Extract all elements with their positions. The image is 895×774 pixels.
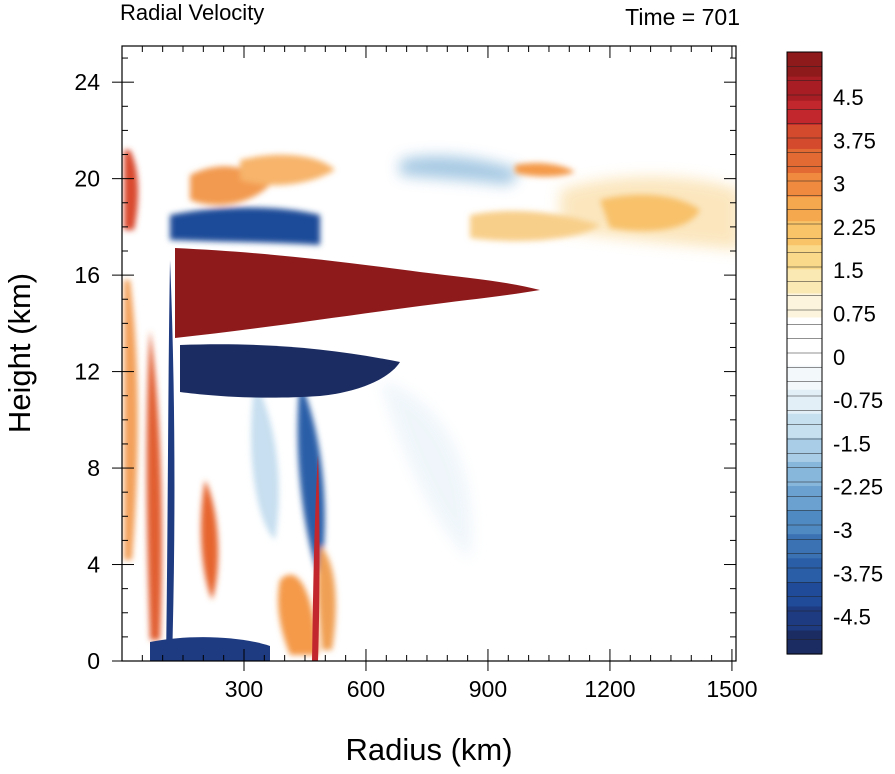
x-axis-label: Radius (km)	[345, 732, 512, 767]
plot-frame	[121, 45, 737, 662]
colorbar-tick-label: 3	[833, 172, 845, 197]
y-tick-label: 4	[87, 552, 100, 578]
upper-level-outflow	[175, 248, 540, 338]
colorbar-tick-label: 0	[833, 345, 845, 370]
weak-inflow-area	[380, 380, 472, 560]
colorbar-swatch	[787, 172, 822, 198]
y-tick-label: 20	[74, 166, 100, 192]
colorbar-swatch	[787, 629, 822, 655]
colorbar-swatch	[787, 581, 822, 607]
colorbar-tick-label: -1.5	[833, 431, 871, 456]
colorbar-tick-label: 3.75	[833, 128, 876, 153]
outer-outflow-line	[312, 455, 320, 661]
colorbar-swatch	[787, 605, 822, 631]
upper-inflow-patch	[400, 155, 520, 185]
colorbar-frame	[786, 51, 823, 655]
x-tick-label: 900	[469, 676, 507, 702]
colorbar-swatch	[787, 485, 822, 511]
upper-outflow-patch-3	[515, 162, 575, 177]
colorbar-swatch	[787, 316, 822, 342]
colorbar-tick-label: 2.25	[833, 215, 876, 240]
colorbar-swatch	[787, 340, 822, 366]
colorbar-swatch	[787, 461, 822, 487]
colorbar-tick-label: -3.75	[833, 561, 883, 586]
y-tick-label: 12	[74, 359, 100, 385]
colorbar: 4.5 3.75 3 2.25 1.5 0.75 0 -0.75 -1.5 -2.25 -3 -3.7…	[786, 51, 883, 655]
colorbar-swatch	[787, 292, 822, 318]
colorbar-swatch	[787, 100, 822, 125]
colorbar-swatch	[787, 244, 822, 270]
colorbar-swatch	[787, 365, 822, 390]
upper-outflow-patch-5	[240, 154, 335, 186]
x-tick-label: 1500	[706, 676, 757, 702]
inflow-below-outflow	[180, 344, 400, 398]
colorbar-tick-label: 4.5	[833, 85, 864, 110]
velocity-field	[122, 46, 736, 661]
colorbar-tick-label: -4.5	[833, 605, 871, 630]
left-edge-outflow-mid	[124, 280, 138, 560]
colorbar-swatch	[787, 509, 822, 535]
midlevel-outflow-blob	[200, 480, 219, 600]
left-edge-outflow-top	[124, 150, 139, 230]
colorbar-swatch	[787, 196, 822, 222]
y-axis-label: Height (km)	[2, 273, 37, 433]
low-level-outflow-strip	[317, 545, 336, 650]
colorbar-swatch	[787, 124, 822, 149]
x-tick-label: 300	[225, 676, 263, 702]
colorbar-swatch	[787, 76, 822, 101]
colorbar-tick-label: 0.75	[833, 302, 876, 327]
low-level-outflow-band	[278, 574, 318, 655]
colorbar-swatch	[787, 268, 822, 294]
y-tick-label: 16	[74, 262, 100, 288]
colorbar-swatch	[787, 148, 822, 173]
upper-outflow-patch-1	[600, 194, 700, 231]
colorbar-swatch	[787, 533, 822, 559]
upper-inflow-band	[170, 207, 320, 245]
colorbar-swatch	[787, 220, 822, 246]
colorbar-swatch	[787, 557, 822, 583]
midlevel-inflow-light	[251, 380, 279, 540]
x-tick-label: 1200	[584, 676, 635, 702]
colorbar-tick-label: -0.75	[833, 388, 883, 413]
time-label: Time = 701	[625, 4, 740, 30]
chart-title: Radial Velocity	[120, 0, 264, 25]
boundary-layer-inflow	[150, 637, 270, 661]
colorbar-tick-label: -3	[833, 518, 853, 543]
y-axis: 0 4 8 12 16 20 24	[74, 57, 736, 674]
y-tick-label: 8	[87, 455, 100, 481]
x-tick-label: 600	[347, 676, 385, 702]
y-tick-label: 0	[87, 648, 100, 674]
colorbar-swatch	[787, 437, 822, 462]
eyewall-inflow-line	[166, 260, 175, 661]
colorbar-tick-label: -2.25	[833, 475, 883, 500]
colorbar-swatch	[787, 389, 822, 414]
upper-outflow-patch-2	[470, 210, 600, 242]
colorbar-swatch	[787, 413, 822, 438]
x-axis: 300 600 900 1200 1500	[141, 46, 758, 702]
y-tick-label: 24	[74, 69, 100, 95]
inner-core-outflow-strip	[146, 330, 162, 640]
colorbar-swatch	[787, 52, 822, 77]
colorbar-tick-label: 1.5	[833, 258, 864, 283]
